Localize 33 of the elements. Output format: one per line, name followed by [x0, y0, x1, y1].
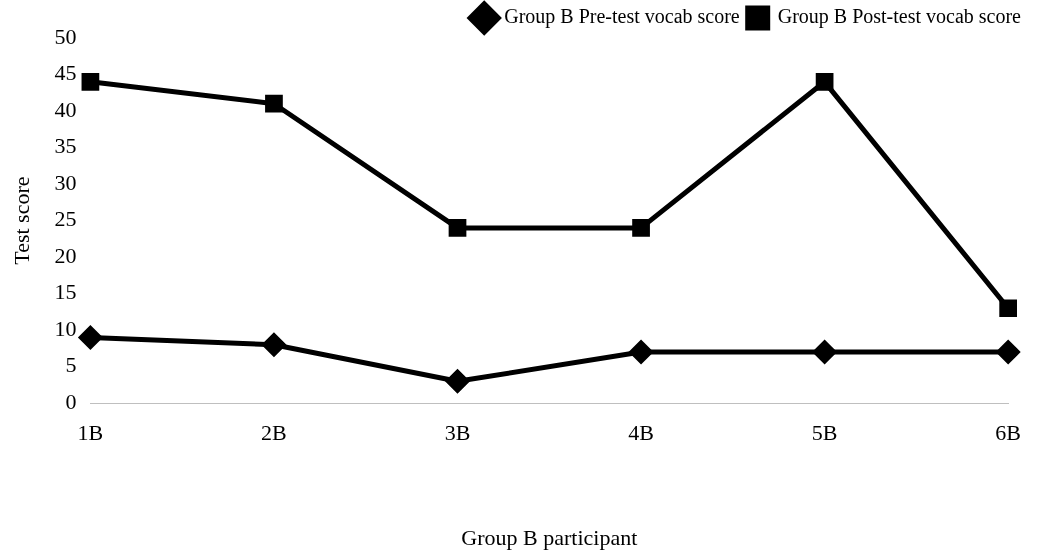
point — [629, 340, 653, 364]
point — [999, 299, 1018, 318]
x-tick-label: 3B — [444, 420, 471, 446]
x-tick-label: 1B — [77, 420, 104, 446]
y-tick-label: 0 — [65, 388, 77, 414]
legend-label: Group B Pre-test vocab score — [504, 5, 740, 29]
x-tick-label: 2B — [261, 420, 287, 446]
x-tick-label: 6B — [995, 420, 1022, 446]
y-tick-label: 45 — [54, 60, 77, 86]
point — [815, 72, 834, 91]
x-tick-label: 5B — [811, 420, 838, 446]
y-tick-label: 50 — [54, 23, 77, 49]
y-tick-label: 25 — [54, 206, 77, 232]
legend-label: Group B Post-test vocab score — [777, 5, 1022, 29]
y-tick-label: 40 — [54, 96, 77, 122]
y-tick-label: 20 — [54, 242, 77, 268]
y-tick-label: 10 — [54, 315, 77, 341]
point — [632, 219, 650, 237]
point — [78, 325, 102, 349]
point — [265, 94, 283, 113]
point — [813, 340, 837, 364]
y-tick-label: 5 — [65, 352, 77, 378]
point — [81, 72, 100, 91]
point — [262, 333, 286, 357]
point — [446, 369, 470, 393]
x-tick-label: 4B — [628, 420, 654, 446]
y-tick-label: 35 — [54, 133, 77, 159]
y-axis-title: Test score — [8, 176, 34, 265]
y-tick-label: 15 — [54, 279, 77, 305]
x-axis-title: Group B participant — [461, 524, 638, 550]
y-tick-label: 30 — [54, 169, 77, 195]
point — [996, 340, 1020, 364]
point — [448, 219, 467, 237]
